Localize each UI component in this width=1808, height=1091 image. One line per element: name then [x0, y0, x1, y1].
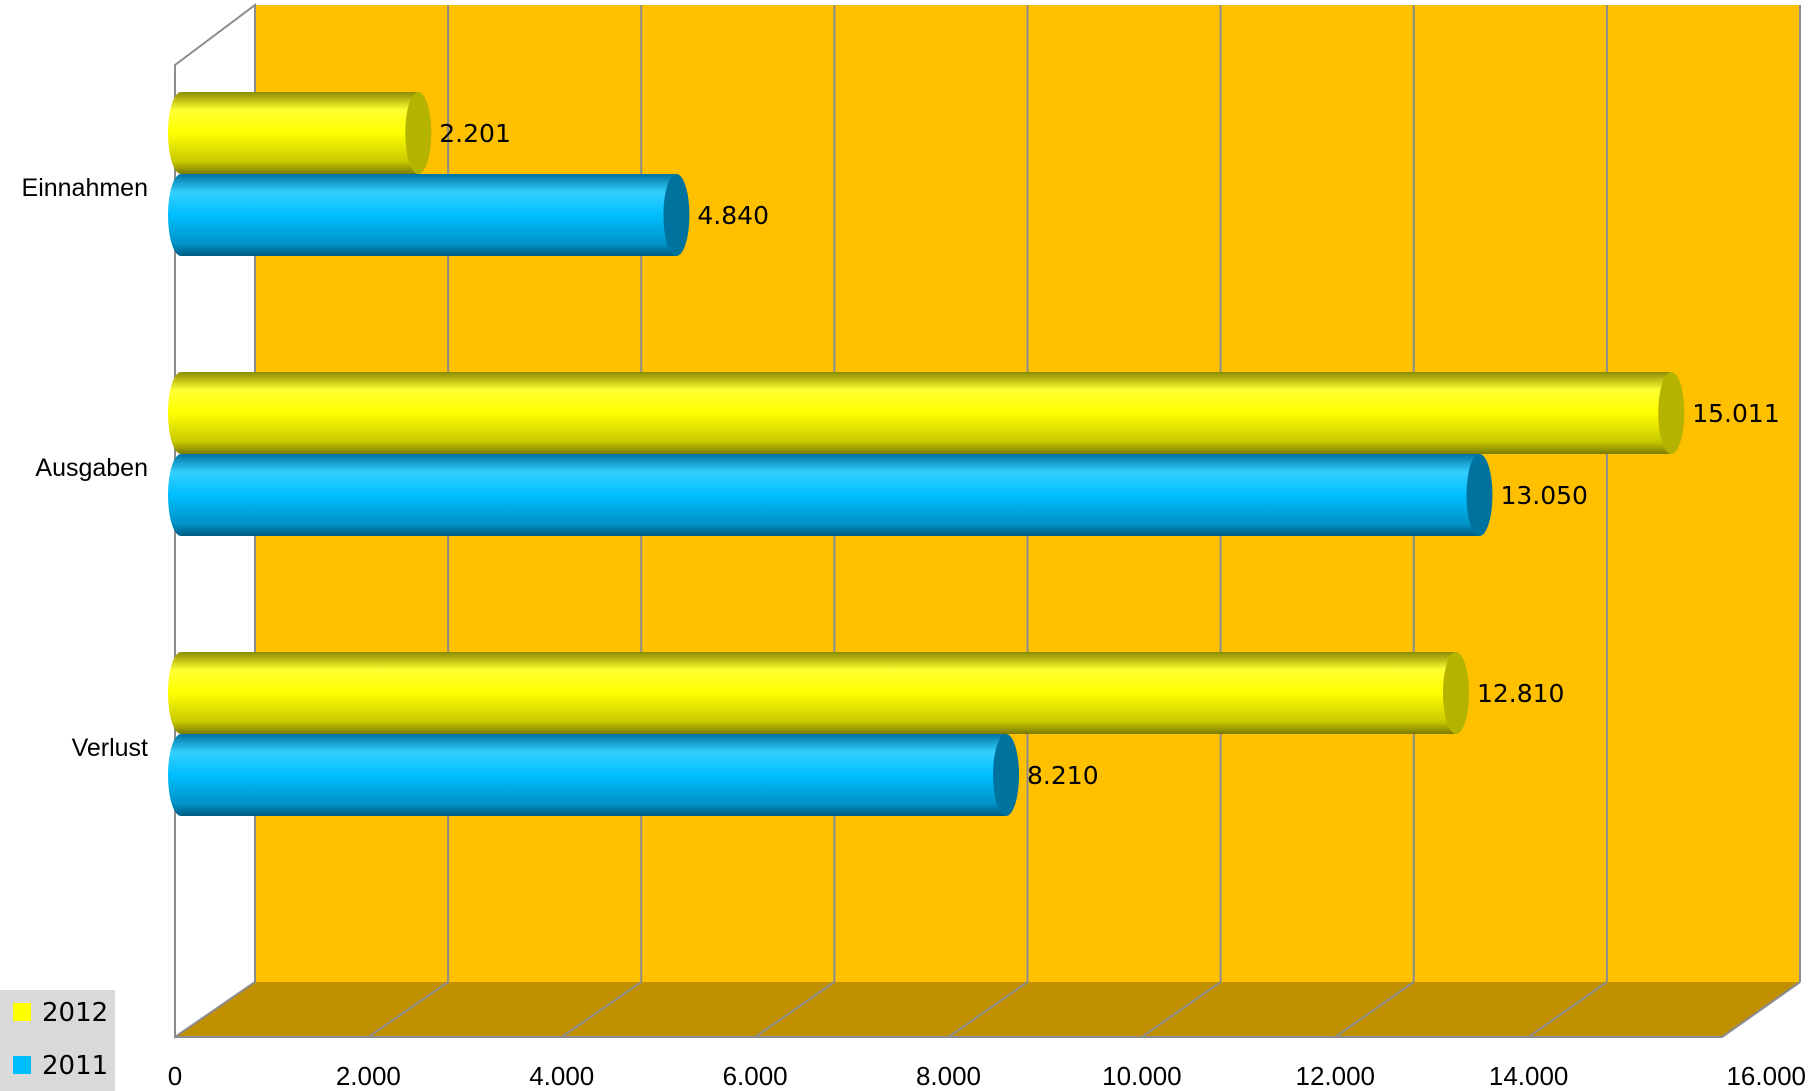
bar-2011-cap — [663, 174, 689, 256]
legend-label-2011: 2011 — [42, 1051, 108, 1081]
bar-2011-cap — [1466, 454, 1492, 536]
data-label: 4.840 — [697, 201, 769, 230]
legend-swatch-2011 — [13, 1056, 31, 1074]
category-label: Einnahmen — [22, 174, 148, 202]
legend-label-2012: 2012 — [42, 998, 108, 1028]
legend: 2012 2011 — [0, 990, 115, 1091]
x-tick-label: 0 — [168, 1061, 182, 1091]
bar-2011 — [168, 174, 676, 256]
bar-2012-cap — [1443, 652, 1469, 734]
value-axis: 0 2.000 4.000 6.000 8.000 10.000 12.000 14.000 1… — [168, 1061, 1806, 1091]
category-axis: Einnahmen Ausgaben Verlust — [22, 174, 149, 762]
data-label: 15.011 — [1692, 399, 1779, 428]
data-label: 12.810 — [1477, 679, 1564, 708]
bar-2012-cap — [1658, 372, 1684, 454]
data-label: 13.050 — [1500, 481, 1587, 510]
bar-2012-cap — [405, 92, 431, 174]
bar-2012 — [168, 652, 1456, 734]
x-tick-label: 2.000 — [336, 1061, 401, 1091]
bar-2011-cap — [993, 734, 1019, 816]
bar-2012 — [168, 372, 1671, 454]
x-tick-label: 12.000 — [1295, 1061, 1375, 1091]
legend-swatch-2012 — [13, 1003, 31, 1021]
data-label: 8.210 — [1027, 761, 1099, 790]
data-label: 2.201 — [439, 119, 511, 148]
bar-2011 — [168, 454, 1479, 536]
x-tick-label: 8.000 — [916, 1061, 981, 1091]
x-tick-label: 16.000 — [1726, 1061, 1806, 1091]
x-tick-label: 4.000 — [529, 1061, 594, 1091]
category-label: Verlust — [72, 734, 148, 762]
bar-2011 — [168, 734, 1006, 816]
bar-2012 — [168, 92, 418, 174]
category-label: Ausgaben — [35, 454, 148, 482]
x-tick-label: 6.000 — [723, 1061, 788, 1091]
x-tick-label: 14.000 — [1489, 1061, 1569, 1091]
x-tick-label: 10.000 — [1102, 1061, 1182, 1091]
